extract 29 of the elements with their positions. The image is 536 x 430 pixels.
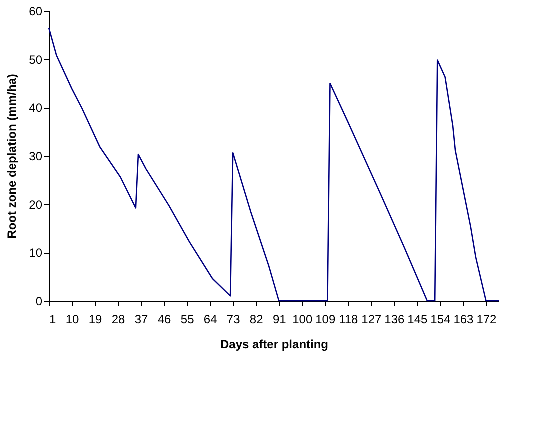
y-tick-label: 20 (29, 198, 43, 212)
x-tick-label: 10 (66, 312, 80, 326)
y-tick-label: 40 (29, 101, 43, 116)
x-tick-label: 100 (292, 312, 313, 326)
x-tick-label: 172 (476, 312, 498, 326)
x-tick-label: 1 (50, 312, 56, 326)
x-tick-label: 64 (204, 312, 218, 326)
y-tick-label: 0 (36, 294, 43, 308)
x-axis-title: Days after planting (220, 338, 329, 352)
x-tick-label: 145 (408, 312, 428, 326)
x-tick-label: 37 (134, 312, 149, 326)
x-tick-label: 109 (316, 312, 336, 326)
y-tick-label: 60 (29, 4, 43, 18)
x-tick-label: 55 (180, 312, 195, 326)
x-tick-label: 163 (454, 312, 474, 326)
x-tick-label: 46 (158, 312, 172, 326)
x-tick-label: 118 (339, 312, 359, 326)
y-axis-title: Root zone deplation (mm/ha) (5, 74, 20, 239)
x-tick-label: 154 (430, 312, 452, 326)
x-tick-label: 28 (112, 312, 126, 326)
y-tick-label: 30 (29, 150, 43, 164)
y-tick-label: 10 (29, 246, 43, 260)
x-tick-label: 136 (384, 312, 405, 326)
x-tick-label: 82 (250, 312, 264, 326)
y-tick-label: 50 (29, 52, 43, 67)
x-tick-label: 73 (226, 312, 241, 326)
x-tick-label: 127 (362, 312, 382, 326)
x-tick-label: 19 (88, 312, 103, 326)
x-tick-label: 91 (272, 312, 287, 326)
